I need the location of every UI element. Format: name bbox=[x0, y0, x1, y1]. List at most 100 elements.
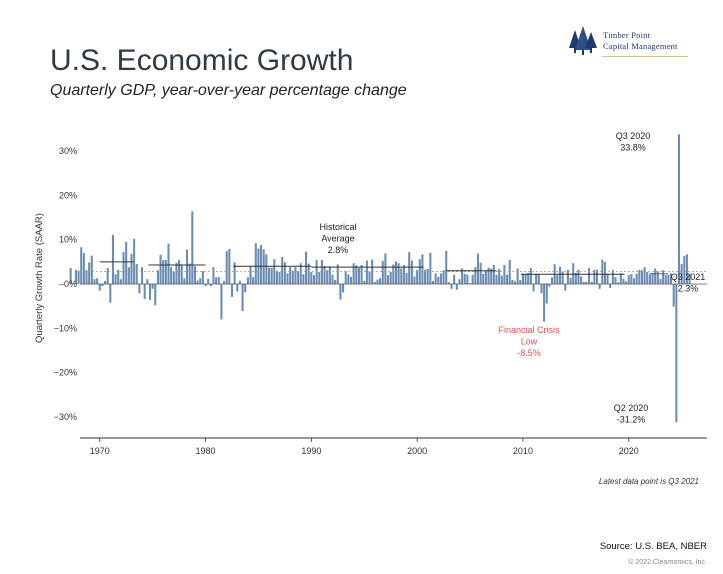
bar bbox=[178, 260, 181, 284]
bar bbox=[463, 273, 466, 284]
bar bbox=[93, 279, 96, 284]
bar bbox=[109, 284, 112, 303]
bar bbox=[291, 270, 294, 284]
bar bbox=[410, 260, 413, 284]
bar bbox=[606, 273, 609, 284]
latest-data-note: Latest data point is Q3 2021 bbox=[598, 477, 699, 486]
bar bbox=[265, 254, 268, 284]
bar bbox=[286, 273, 289, 284]
bar bbox=[236, 284, 239, 292]
bar bbox=[141, 267, 144, 284]
bar bbox=[342, 284, 345, 293]
bar bbox=[302, 274, 305, 284]
bar bbox=[492, 264, 495, 284]
annotation-q3-2021: Q3 2021 bbox=[671, 272, 706, 282]
bar bbox=[389, 272, 392, 284]
bar bbox=[82, 252, 85, 284]
bar bbox=[373, 281, 376, 284]
bar bbox=[521, 273, 524, 284]
bar bbox=[519, 280, 522, 284]
bar bbox=[344, 271, 347, 284]
annotation-crisis: Low bbox=[521, 337, 538, 347]
bar bbox=[506, 274, 509, 284]
annotation-q3-2021: 2.3% bbox=[678, 284, 699, 294]
bar bbox=[619, 273, 622, 284]
bar bbox=[170, 267, 173, 284]
annotation-q3-2020: 33.8% bbox=[620, 143, 646, 153]
bar bbox=[207, 278, 210, 284]
bar bbox=[104, 280, 107, 284]
annotation-q2-2020: Q2 2020 bbox=[614, 403, 649, 413]
bar bbox=[670, 273, 673, 284]
bar bbox=[349, 276, 353, 284]
bar bbox=[252, 276, 255, 284]
bar bbox=[278, 272, 281, 284]
bar bbox=[598, 284, 601, 289]
bar bbox=[106, 268, 109, 284]
bar bbox=[135, 264, 138, 284]
bar bbox=[543, 284, 546, 322]
bar bbox=[447, 282, 450, 284]
bar bbox=[85, 270, 88, 284]
bar bbox=[593, 269, 596, 284]
bar bbox=[154, 284, 157, 306]
bar bbox=[685, 254, 688, 284]
bar bbox=[204, 284, 207, 287]
bar bbox=[585, 281, 588, 284]
bar bbox=[146, 279, 149, 284]
y-axis-label: Quarterly Growth Rate (SAAR) bbox=[34, 213, 45, 343]
bar bbox=[582, 281, 585, 284]
bar bbox=[640, 270, 643, 284]
bar bbox=[662, 270, 665, 284]
bar bbox=[656, 271, 659, 284]
bar bbox=[297, 271, 300, 284]
bar bbox=[307, 263, 310, 284]
bar bbox=[96, 278, 99, 284]
bar bbox=[220, 284, 223, 320]
bar bbox=[556, 275, 559, 284]
bar bbox=[148, 284, 152, 300]
bar bbox=[315, 260, 318, 284]
bar bbox=[635, 273, 638, 284]
bar bbox=[437, 276, 440, 284]
bar bbox=[572, 263, 575, 284]
bar bbox=[130, 253, 133, 284]
bar bbox=[677, 134, 681, 284]
bar bbox=[381, 260, 384, 284]
bar bbox=[595, 269, 599, 284]
bar bbox=[122, 252, 125, 284]
bar bbox=[365, 260, 368, 284]
bar bbox=[199, 278, 202, 284]
logo-line-2: Capital Management bbox=[603, 41, 678, 51]
bar bbox=[138, 284, 141, 294]
annotation-avg: Average bbox=[321, 234, 354, 244]
bar bbox=[384, 253, 387, 284]
bar bbox=[551, 277, 554, 284]
bar bbox=[408, 252, 411, 284]
bar bbox=[418, 259, 421, 284]
bar bbox=[320, 260, 323, 284]
bar bbox=[646, 272, 649, 284]
bar bbox=[431, 280, 435, 284]
bar bbox=[590, 281, 593, 284]
bar bbox=[246, 277, 249, 284]
bar bbox=[254, 243, 257, 284]
bar bbox=[529, 268, 532, 284]
bar bbox=[127, 267, 130, 284]
bar bbox=[326, 270, 329, 284]
bar bbox=[289, 267, 292, 284]
bar bbox=[680, 264, 683, 284]
bar bbox=[223, 280, 226, 284]
y-tick-label: –0% bbox=[59, 279, 77, 289]
bar bbox=[185, 249, 189, 284]
chart-title: U.S. Economic Growth bbox=[50, 44, 354, 77]
bar bbox=[281, 256, 284, 284]
bar bbox=[400, 268, 403, 284]
bar bbox=[180, 265, 183, 284]
bar bbox=[659, 279, 662, 284]
bar bbox=[188, 263, 191, 284]
bar bbox=[355, 265, 358, 284]
bar bbox=[172, 271, 175, 284]
bar bbox=[469, 283, 472, 284]
bar bbox=[270, 267, 273, 284]
